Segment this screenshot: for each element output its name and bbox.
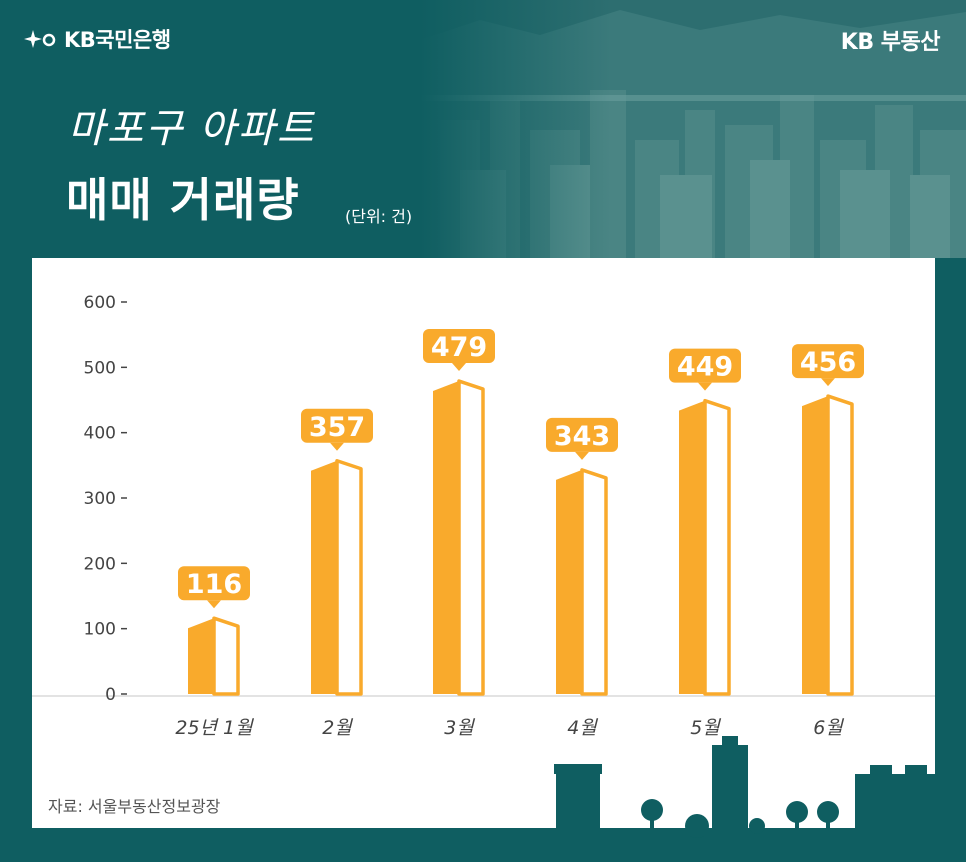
bar [556,469,582,694]
data-label-pointer [452,363,466,372]
bar [679,400,705,694]
y-tick-label: 600 [84,293,116,313]
bar [188,618,214,694]
x-axis-band [32,696,935,828]
bar [433,381,459,694]
y-tick-label: 200 [84,554,116,574]
y-tick-label: 100 [84,620,116,640]
data-label-pointer [207,600,221,609]
kb-bank-logo: KB국민은행 [24,24,171,54]
data-label: 479 [431,332,487,363]
kb-real-estate-brand: KB 부동산 [840,30,941,55]
chart-title-line2: 매매 거래량 [66,173,300,227]
chart-title-line1: 마포구 아파트 [68,106,316,152]
city-background-image [420,0,966,258]
data-label: 343 [554,421,610,452]
data-label: 449 [677,352,733,383]
unit-label: (단위: 건) [345,207,413,226]
data-label-pointer [330,442,344,451]
bar-side [703,398,731,696]
y-tick-label: 300 [84,489,116,509]
bar-side [212,616,240,696]
data-label: 116 [186,569,242,600]
data-label-box [423,329,495,364]
data-source-note: 자료: 서울부동산정보광장 [48,797,221,816]
data-label-box [669,348,741,383]
x-tick-label: 4월 [567,717,598,739]
y-tick-label: 500 [84,358,116,378]
bar [802,396,828,694]
bar-chart: 0 100 200 300 400 500 600 116 25년 1월 357 2월 479 3월 34… [32,293,935,828]
x-tick-label: 6월 [813,717,844,739]
data-label-box [301,408,373,443]
bar-side [335,459,363,696]
chart-panel: 0 100 200 300 400 500 600 116 25년 1월 357 2월 479 3월 34… [32,258,935,828]
bar-side [580,468,608,696]
bar-side [457,379,485,696]
data-label-box [792,344,864,379]
y-tick-label: 0 [105,685,116,705]
data-label-box [546,417,618,452]
data-label-pointer [575,451,589,460]
y-tick-label: 400 [84,424,116,444]
x-tick-label: 3월 [444,717,475,739]
bank-name: KB국민은행 [64,28,171,52]
kb-star-icon [24,30,56,48]
data-label: 357 [309,412,365,443]
bar-side [826,394,854,696]
data-label-pointer [821,378,835,387]
x-tick-label: 25년 1월 [175,717,254,739]
data-label-box [178,566,250,601]
x-tick-label: 2월 [322,717,353,739]
data-label-pointer [698,382,712,391]
x-tick-label: 5월 [690,717,721,739]
data-label: 456 [800,347,856,378]
bar [311,460,337,694]
